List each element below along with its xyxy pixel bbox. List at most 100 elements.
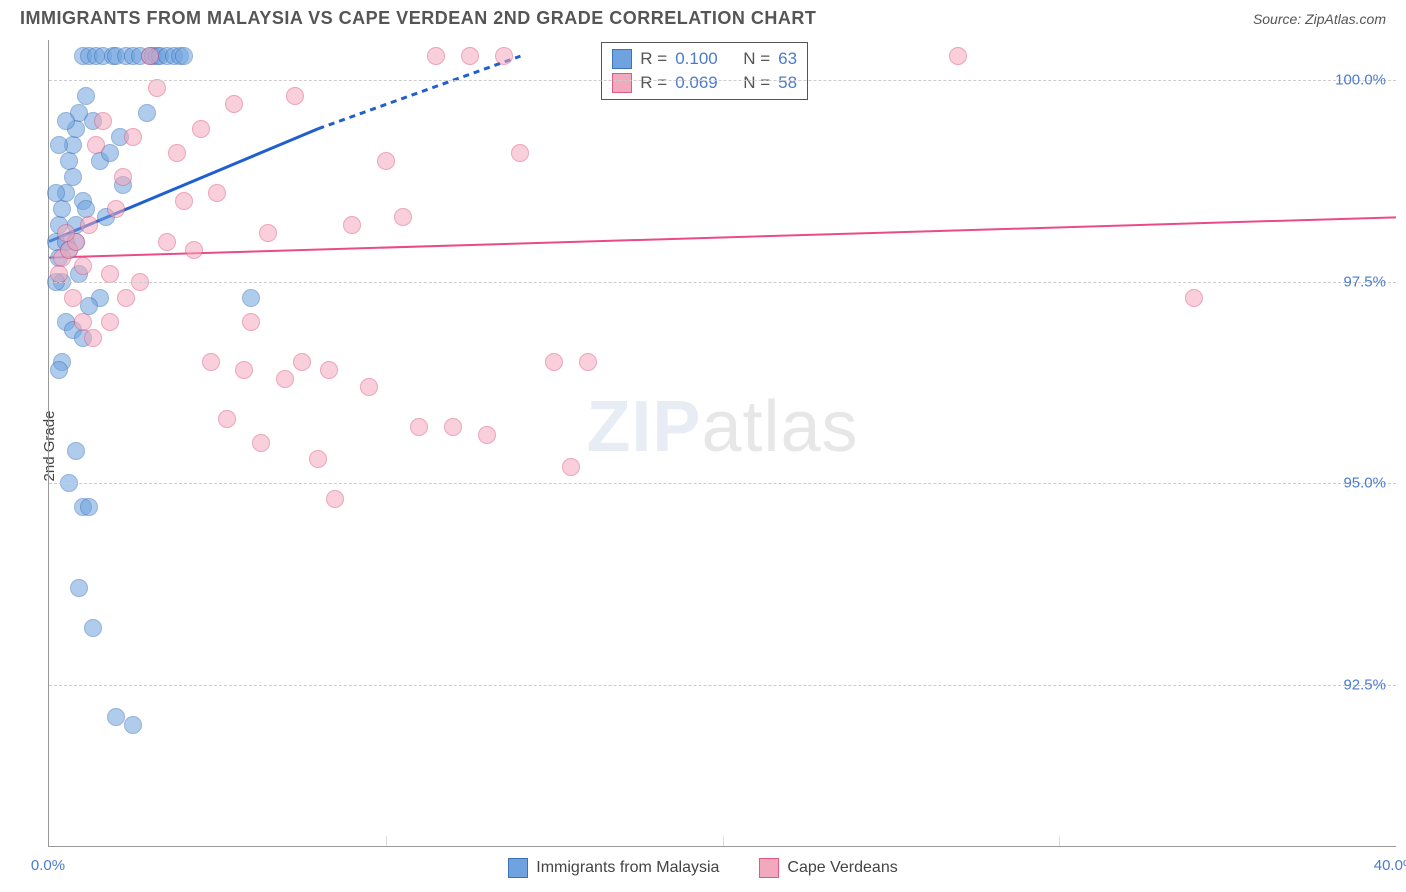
- y-tick-label: 100.0%: [1335, 72, 1386, 89]
- data-point: [124, 716, 142, 734]
- data-point: [1185, 289, 1203, 307]
- data-point: [235, 361, 253, 379]
- stats-row: R = 0.100 N = 63: [612, 47, 797, 71]
- data-point: [360, 378, 378, 396]
- data-point: [47, 184, 65, 202]
- legend-label: Cape Verdeans: [787, 859, 897, 877]
- data-point: [84, 329, 102, 347]
- data-point: [202, 353, 220, 371]
- data-point: [225, 95, 243, 113]
- data-point: [320, 361, 338, 379]
- data-point: [478, 426, 496, 444]
- data-point: [50, 136, 68, 154]
- y-tick-label: 95.0%: [1343, 475, 1386, 492]
- legend-item: Cape Verdeans: [759, 858, 897, 878]
- data-point: [74, 313, 92, 331]
- data-point: [60, 152, 78, 170]
- stat-label: N =: [743, 73, 770, 93]
- data-point: [74, 257, 92, 275]
- y-tick-label: 97.5%: [1343, 273, 1386, 290]
- data-point: [77, 200, 95, 218]
- data-point: [242, 289, 260, 307]
- data-point: [427, 47, 445, 65]
- data-point: [80, 498, 98, 516]
- data-point: [286, 87, 304, 105]
- x-tick-label: 40.0%: [1374, 857, 1406, 874]
- data-point: [175, 47, 193, 65]
- swatch-icon: [612, 73, 632, 93]
- data-point: [192, 120, 210, 138]
- swatch-icon: [508, 858, 528, 878]
- chart-title: IMMIGRANTS FROM MALAYSIA VS CAPE VERDEAN…: [20, 8, 816, 29]
- data-point: [208, 184, 226, 202]
- data-point: [114, 168, 132, 186]
- data-point: [57, 112, 75, 130]
- data-point: [64, 289, 82, 307]
- data-point: [252, 434, 270, 452]
- data-point: [259, 224, 277, 242]
- stat-n: 58: [778, 73, 797, 93]
- data-point: [84, 619, 102, 637]
- data-point: [293, 353, 311, 371]
- data-point: [168, 144, 186, 162]
- stat-n: 63: [778, 49, 797, 69]
- data-point: [67, 442, 85, 460]
- x-minor-tick: [723, 836, 724, 846]
- swatch-icon: [759, 858, 779, 878]
- data-point: [124, 128, 142, 146]
- data-point: [70, 579, 88, 597]
- x-tick-label: 0.0%: [31, 857, 65, 874]
- stats-row: R = 0.069 N = 58: [612, 71, 797, 95]
- data-point: [394, 208, 412, 226]
- stat-label: R =: [640, 73, 667, 93]
- data-point: [107, 708, 125, 726]
- data-point: [138, 104, 156, 122]
- data-point: [461, 47, 479, 65]
- data-point: [57, 224, 75, 242]
- series-legend: Immigrants from Malaysia Cape Verdeans: [0, 858, 1406, 878]
- data-point: [444, 418, 462, 436]
- swatch-icon: [612, 49, 632, 69]
- data-point: [80, 216, 98, 234]
- y-tick-label: 92.5%: [1343, 676, 1386, 693]
- data-point: [410, 418, 428, 436]
- stat-r: 0.069: [675, 73, 718, 93]
- data-point: [101, 265, 119, 283]
- x-minor-tick: [386, 836, 387, 846]
- gridline-h: [49, 282, 1396, 283]
- data-point: [185, 241, 203, 259]
- data-point: [50, 361, 68, 379]
- data-point: [64, 168, 82, 186]
- data-point: [377, 152, 395, 170]
- stats-legend: R = 0.100 N = 63R = 0.069 N = 58: [601, 42, 808, 100]
- data-point: [562, 458, 580, 476]
- gridline-h: [49, 685, 1396, 686]
- data-point: [158, 233, 176, 251]
- data-point: [50, 265, 68, 283]
- data-point: [545, 353, 563, 371]
- legend-item: Immigrants from Malaysia: [508, 858, 719, 878]
- stat-label: N =: [743, 49, 770, 69]
- chart-area: ZIPatlas R = 0.100 N = 63R = 0.069 N = 5…: [48, 40, 1396, 847]
- data-point: [117, 289, 135, 307]
- data-point: [511, 144, 529, 162]
- data-point: [77, 87, 95, 105]
- data-point: [141, 47, 159, 65]
- gridline-h: [49, 80, 1396, 81]
- legend-label: Immigrants from Malaysia: [536, 859, 719, 877]
- data-point: [87, 136, 105, 154]
- data-point: [175, 192, 193, 210]
- data-point: [53, 200, 71, 218]
- data-point: [218, 410, 236, 428]
- data-point: [148, 79, 166, 97]
- data-point: [276, 370, 294, 388]
- data-point: [309, 450, 327, 468]
- stat-r: 0.100: [675, 49, 718, 69]
- data-point: [343, 216, 361, 234]
- data-point: [326, 490, 344, 508]
- stat-label: R =: [640, 49, 667, 69]
- data-point: [107, 200, 125, 218]
- data-point: [101, 313, 119, 331]
- source-label: Source: ZipAtlas.com: [1253, 11, 1386, 27]
- data-point: [949, 47, 967, 65]
